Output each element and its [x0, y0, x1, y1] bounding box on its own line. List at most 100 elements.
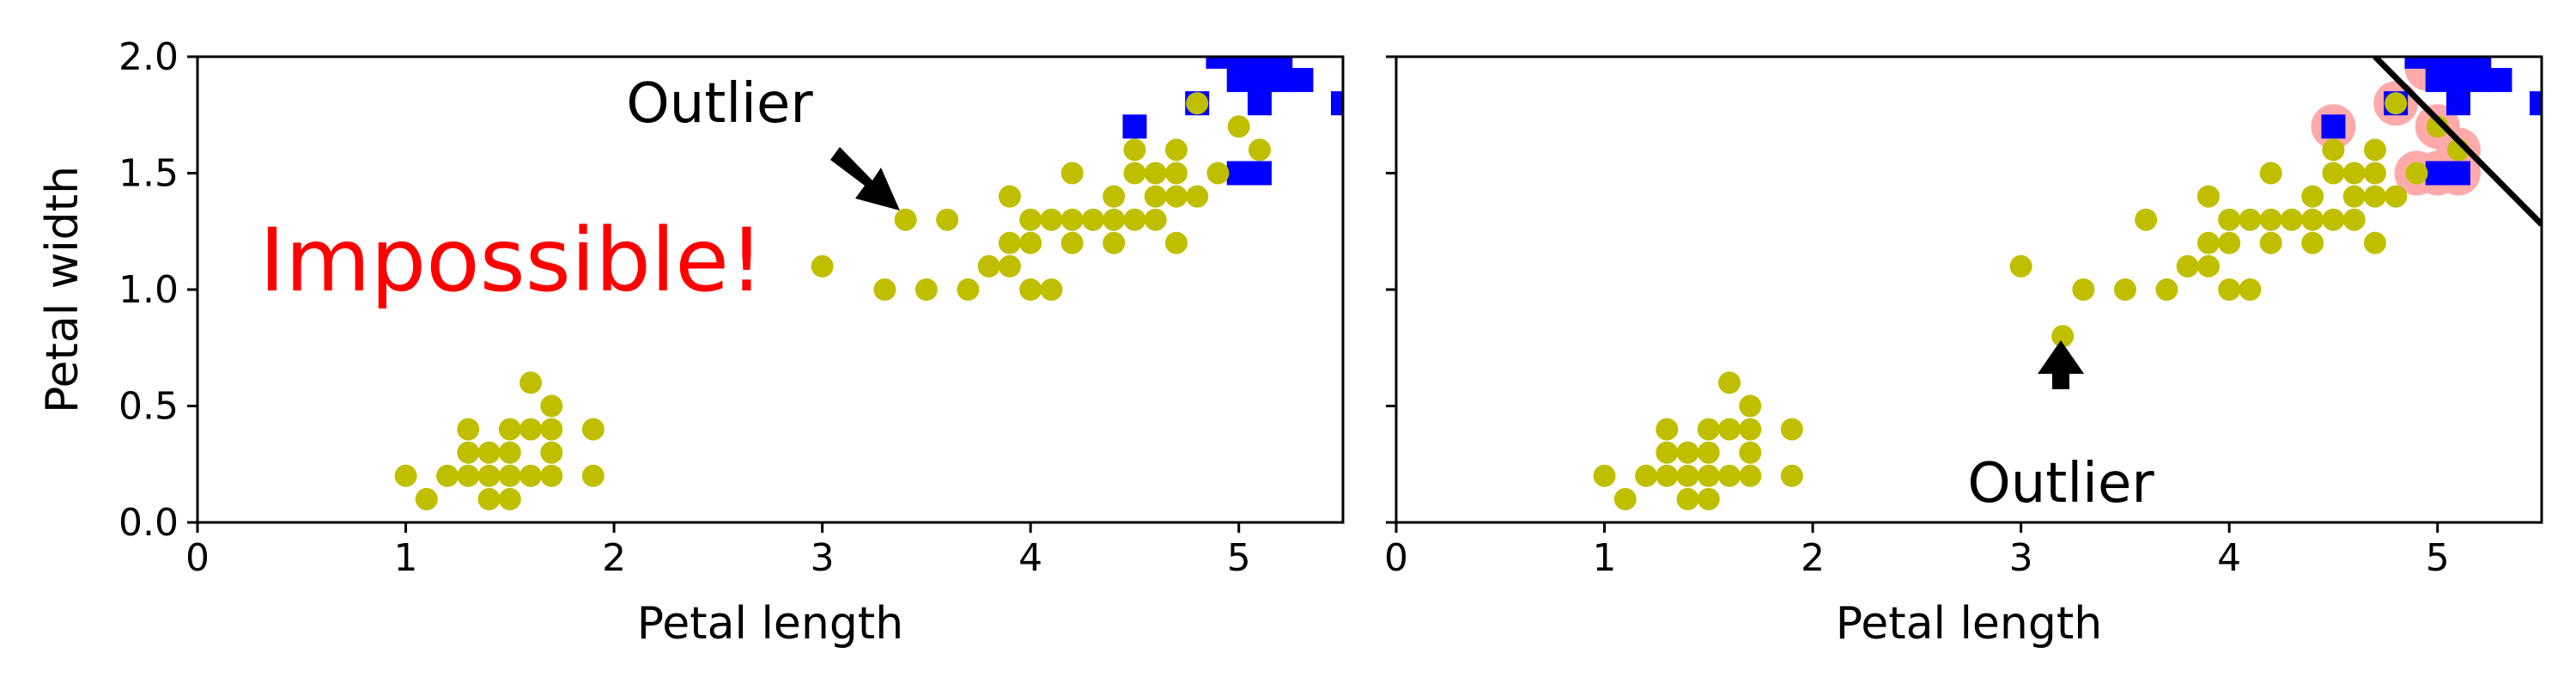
right-outlier-annotation: Outlier	[1967, 452, 2154, 516]
yellow-circle-point	[1164, 138, 1188, 162]
blue-square-point	[2445, 68, 2470, 93]
x-tick-label: 1	[1593, 536, 1617, 580]
yellow-circle-point	[873, 278, 896, 301]
yellow-circle-point	[2259, 208, 2282, 231]
left-y-ticks: 0.0 0.5 1.0 1.5 2.0	[118, 35, 197, 545]
blue-square-point	[1122, 114, 1147, 139]
yellow-circle-point	[936, 208, 959, 231]
yellow-circle-point	[2322, 138, 2345, 162]
yellow-circle-point	[1019, 231, 1042, 254]
yellow-circle-point	[1780, 464, 1803, 487]
right-x-ticks: 0 1 2 3 4 5	[1384, 522, 2450, 580]
yellow-circle-point	[2342, 162, 2366, 185]
yellow-circle-point	[498, 418, 521, 441]
yellow-circle-point	[1739, 394, 1762, 418]
yellow-circle-point	[2301, 208, 2324, 231]
left-y-axis-label: Petal width	[37, 166, 88, 413]
x-tick-label: 4	[2217, 536, 2241, 580]
yellow-circle-point	[1676, 441, 1699, 464]
left-plot-area	[394, 57, 1343, 510]
blue-square-point	[1268, 57, 1293, 69]
x-tick-label: 4	[1018, 536, 1042, 580]
left-blue-series	[1122, 57, 1343, 186]
yellow-circle-point	[1718, 418, 1741, 441]
yellow-circle-point	[2072, 278, 2095, 301]
left-outlier-arrow	[830, 147, 900, 211]
yellow-circle-point	[1656, 441, 1679, 464]
yellow-circle-point	[457, 418, 480, 441]
yellow-circle-point	[540, 418, 563, 441]
yellow-circle-point	[1186, 185, 1209, 208]
yellow-circle-point	[998, 185, 1021, 208]
blue-square-point	[1331, 91, 1343, 116]
yellow-circle-point	[2385, 92, 2408, 115]
yellow-circle-point	[2322, 208, 2345, 231]
yellow-circle-point	[2196, 254, 2220, 278]
yellow-circle-point	[394, 464, 417, 487]
blue-square-point	[2445, 161, 2470, 186]
yellow-circle-point	[2259, 231, 2282, 254]
yellow-circle-point	[1060, 208, 1084, 231]
left-x-axis-label: Petal length	[637, 598, 903, 650]
right-blue-series	[2321, 57, 2542, 186]
yellow-circle-point	[1613, 487, 1637, 510]
yellow-circle-point	[2363, 185, 2386, 208]
yellow-circle-point	[1186, 92, 1209, 115]
yellow-circle-point	[1103, 231, 1126, 254]
blue-square-point	[2467, 57, 2492, 69]
blue-square-point	[1289, 68, 1314, 93]
yellow-circle-point	[2239, 278, 2262, 301]
yellow-circle-point	[1164, 185, 1188, 208]
yellow-circle-point	[519, 464, 543, 487]
blue-square-point	[2321, 114, 2346, 139]
yellow-circle-point	[1040, 208, 1063, 231]
yellow-circle-point	[415, 487, 438, 510]
blue-square-point	[1226, 57, 1251, 69]
yellow-circle-point	[2301, 231, 2324, 254]
blue-square-point	[1226, 68, 1251, 93]
blue-square-point	[2425, 68, 2450, 93]
yellow-circle-point	[540, 441, 563, 464]
yellow-circle-point	[1718, 371, 1741, 394]
right-y-ticks	[1386, 55, 1396, 524]
yellow-circle-point	[2009, 254, 2032, 278]
x-tick-label: 2	[1801, 536, 1825, 580]
right-outlier-arrow	[2038, 340, 2084, 389]
yellow-circle-point	[2196, 185, 2220, 208]
x-tick-label: 2	[602, 536, 626, 580]
yellow-circle-point	[1718, 464, 1741, 487]
x-tick-label: 5	[2426, 536, 2450, 580]
yellow-circle-point	[457, 464, 480, 487]
yellow-circle-point	[436, 464, 459, 487]
yellow-circle-point	[2051, 325, 2075, 348]
yellow-circle-point	[2280, 208, 2303, 231]
left-yellow-series	[394, 92, 1271, 510]
yellow-circle-point	[2322, 162, 2345, 185]
yellow-circle-point	[894, 208, 917, 231]
yellow-circle-point	[498, 441, 521, 464]
blue-square-point	[2488, 68, 2512, 93]
yellow-circle-point	[1081, 208, 1104, 231]
blue-square-point	[1247, 68, 1272, 93]
yellow-circle-point	[1780, 418, 1803, 441]
yellow-circle-point	[2385, 185, 2408, 208]
yellow-circle-point	[2259, 162, 2282, 185]
yellow-circle-point	[957, 278, 980, 301]
blue-square-point	[2404, 57, 2429, 69]
x-tick-label: 3	[2009, 536, 2033, 580]
yellow-circle-point	[1227, 115, 1250, 138]
x-tick-label: 0	[1384, 536, 1408, 580]
yellow-circle-point	[519, 418, 543, 441]
left-x-ticks: 0 1 2 3 4 5	[185, 522, 1251, 580]
yellow-circle-point	[1248, 138, 1271, 162]
yellow-circle-point	[540, 394, 563, 418]
yellow-circle-point	[1739, 464, 1762, 487]
yellow-circle-point	[2363, 138, 2386, 162]
yellow-circle-point	[2342, 185, 2366, 208]
yellow-circle-point	[540, 464, 563, 487]
yellow-circle-point	[2155, 278, 2178, 301]
blue-square-point	[2425, 161, 2450, 186]
blue-square-point	[1206, 57, 1230, 69]
